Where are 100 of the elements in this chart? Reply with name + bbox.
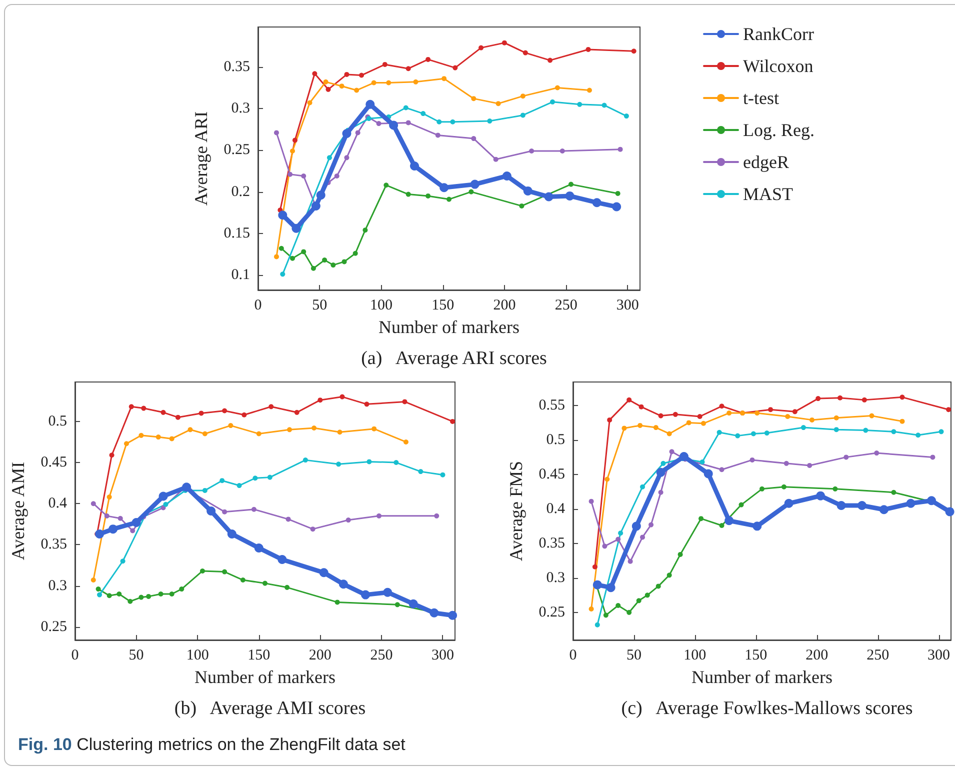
point: [410, 161, 419, 170]
point: [352, 250, 358, 256]
point: [440, 183, 449, 192]
point: [750, 457, 755, 462]
point: [784, 498, 794, 508]
legend-label: MAST: [743, 184, 794, 204]
y-tick-label: 0.4: [48, 496, 68, 512]
point: [290, 148, 296, 154]
y-axis-title: Average ARI: [191, 111, 211, 206]
point: [612, 202, 622, 212]
point: [869, 413, 874, 418]
point: [834, 427, 839, 432]
point: [626, 610, 632, 615]
point: [622, 426, 627, 431]
point: [874, 450, 880, 456]
point: [618, 530, 624, 536]
point: [394, 602, 400, 608]
x-tick-label: 100: [186, 648, 209, 664]
point: [550, 99, 556, 104]
point: [278, 210, 288, 220]
point: [435, 132, 440, 138]
point: [128, 598, 133, 604]
point: [220, 478, 225, 484]
point: [179, 586, 184, 592]
point: [108, 524, 118, 534]
point: [616, 603, 621, 608]
y-tick-label: 0.3: [48, 578, 67, 594]
point: [340, 394, 345, 400]
point: [638, 422, 643, 428]
point: [656, 584, 661, 589]
point: [96, 586, 101, 592]
point: [202, 488, 208, 493]
point: [700, 460, 705, 465]
point: [426, 193, 431, 198]
point: [519, 203, 524, 208]
point: [312, 71, 318, 76]
point: [302, 458, 308, 463]
y-tick-label: 0.3: [231, 100, 250, 117]
x-tick-label: 300: [431, 648, 454, 664]
point: [323, 79, 328, 84]
x-tick-label: 150: [744, 648, 768, 664]
point: [686, 420, 692, 426]
point: [760, 486, 764, 492]
legend-label: Log. Reg.: [743, 120, 814, 140]
point: [254, 543, 264, 552]
point: [450, 418, 456, 424]
point: [90, 578, 96, 583]
point: [785, 414, 790, 419]
point: [738, 502, 744, 508]
point: [487, 118, 492, 124]
point: [200, 568, 205, 574]
point: [334, 173, 340, 178]
point: [857, 500, 866, 510]
point: [310, 526, 316, 532]
point: [716, 430, 722, 435]
point: [355, 130, 360, 136]
point: [640, 534, 646, 540]
legend-label: RankCorr: [743, 24, 814, 44]
point: [344, 155, 350, 160]
point: [280, 272, 286, 277]
point: [916, 432, 921, 438]
point: [834, 415, 839, 420]
legend-label: Wilcoxon: [743, 56, 814, 76]
point: [452, 65, 458, 70]
point: [450, 119, 456, 124]
point: [175, 414, 180, 420]
point: [577, 102, 582, 107]
point: [406, 120, 411, 126]
y-tick-label: 0.45: [538, 466, 565, 482]
point: [290, 256, 296, 261]
point: [560, 148, 565, 154]
point: [784, 460, 789, 466]
point: [292, 138, 298, 143]
point: [592, 198, 602, 208]
point: [342, 129, 352, 138]
x-tick-label: 0: [254, 298, 262, 314]
point: [182, 482, 192, 492]
x-tick-label: 200: [806, 648, 828, 664]
point: [138, 594, 144, 600]
point: [118, 516, 123, 521]
point: [256, 431, 262, 436]
caption: Fig. 10 Clustering metrics on the ZhengFilt data set: [18, 735, 406, 755]
point: [95, 530, 104, 539]
point: [403, 439, 408, 444]
point: [496, 101, 501, 106]
point: [471, 136, 476, 142]
x-tick-label: 50: [128, 648, 144, 664]
point: [310, 266, 316, 271]
point: [344, 72, 350, 77]
point: [318, 398, 323, 403]
y-tick-label: 0.35: [538, 535, 565, 552]
point: [97, 592, 102, 598]
point: [106, 593, 112, 598]
point: [169, 436, 174, 442]
point: [636, 598, 642, 604]
point: [252, 476, 258, 481]
point: [615, 190, 620, 196]
point: [322, 258, 328, 263]
point: [158, 492, 168, 501]
point: [403, 105, 408, 110]
